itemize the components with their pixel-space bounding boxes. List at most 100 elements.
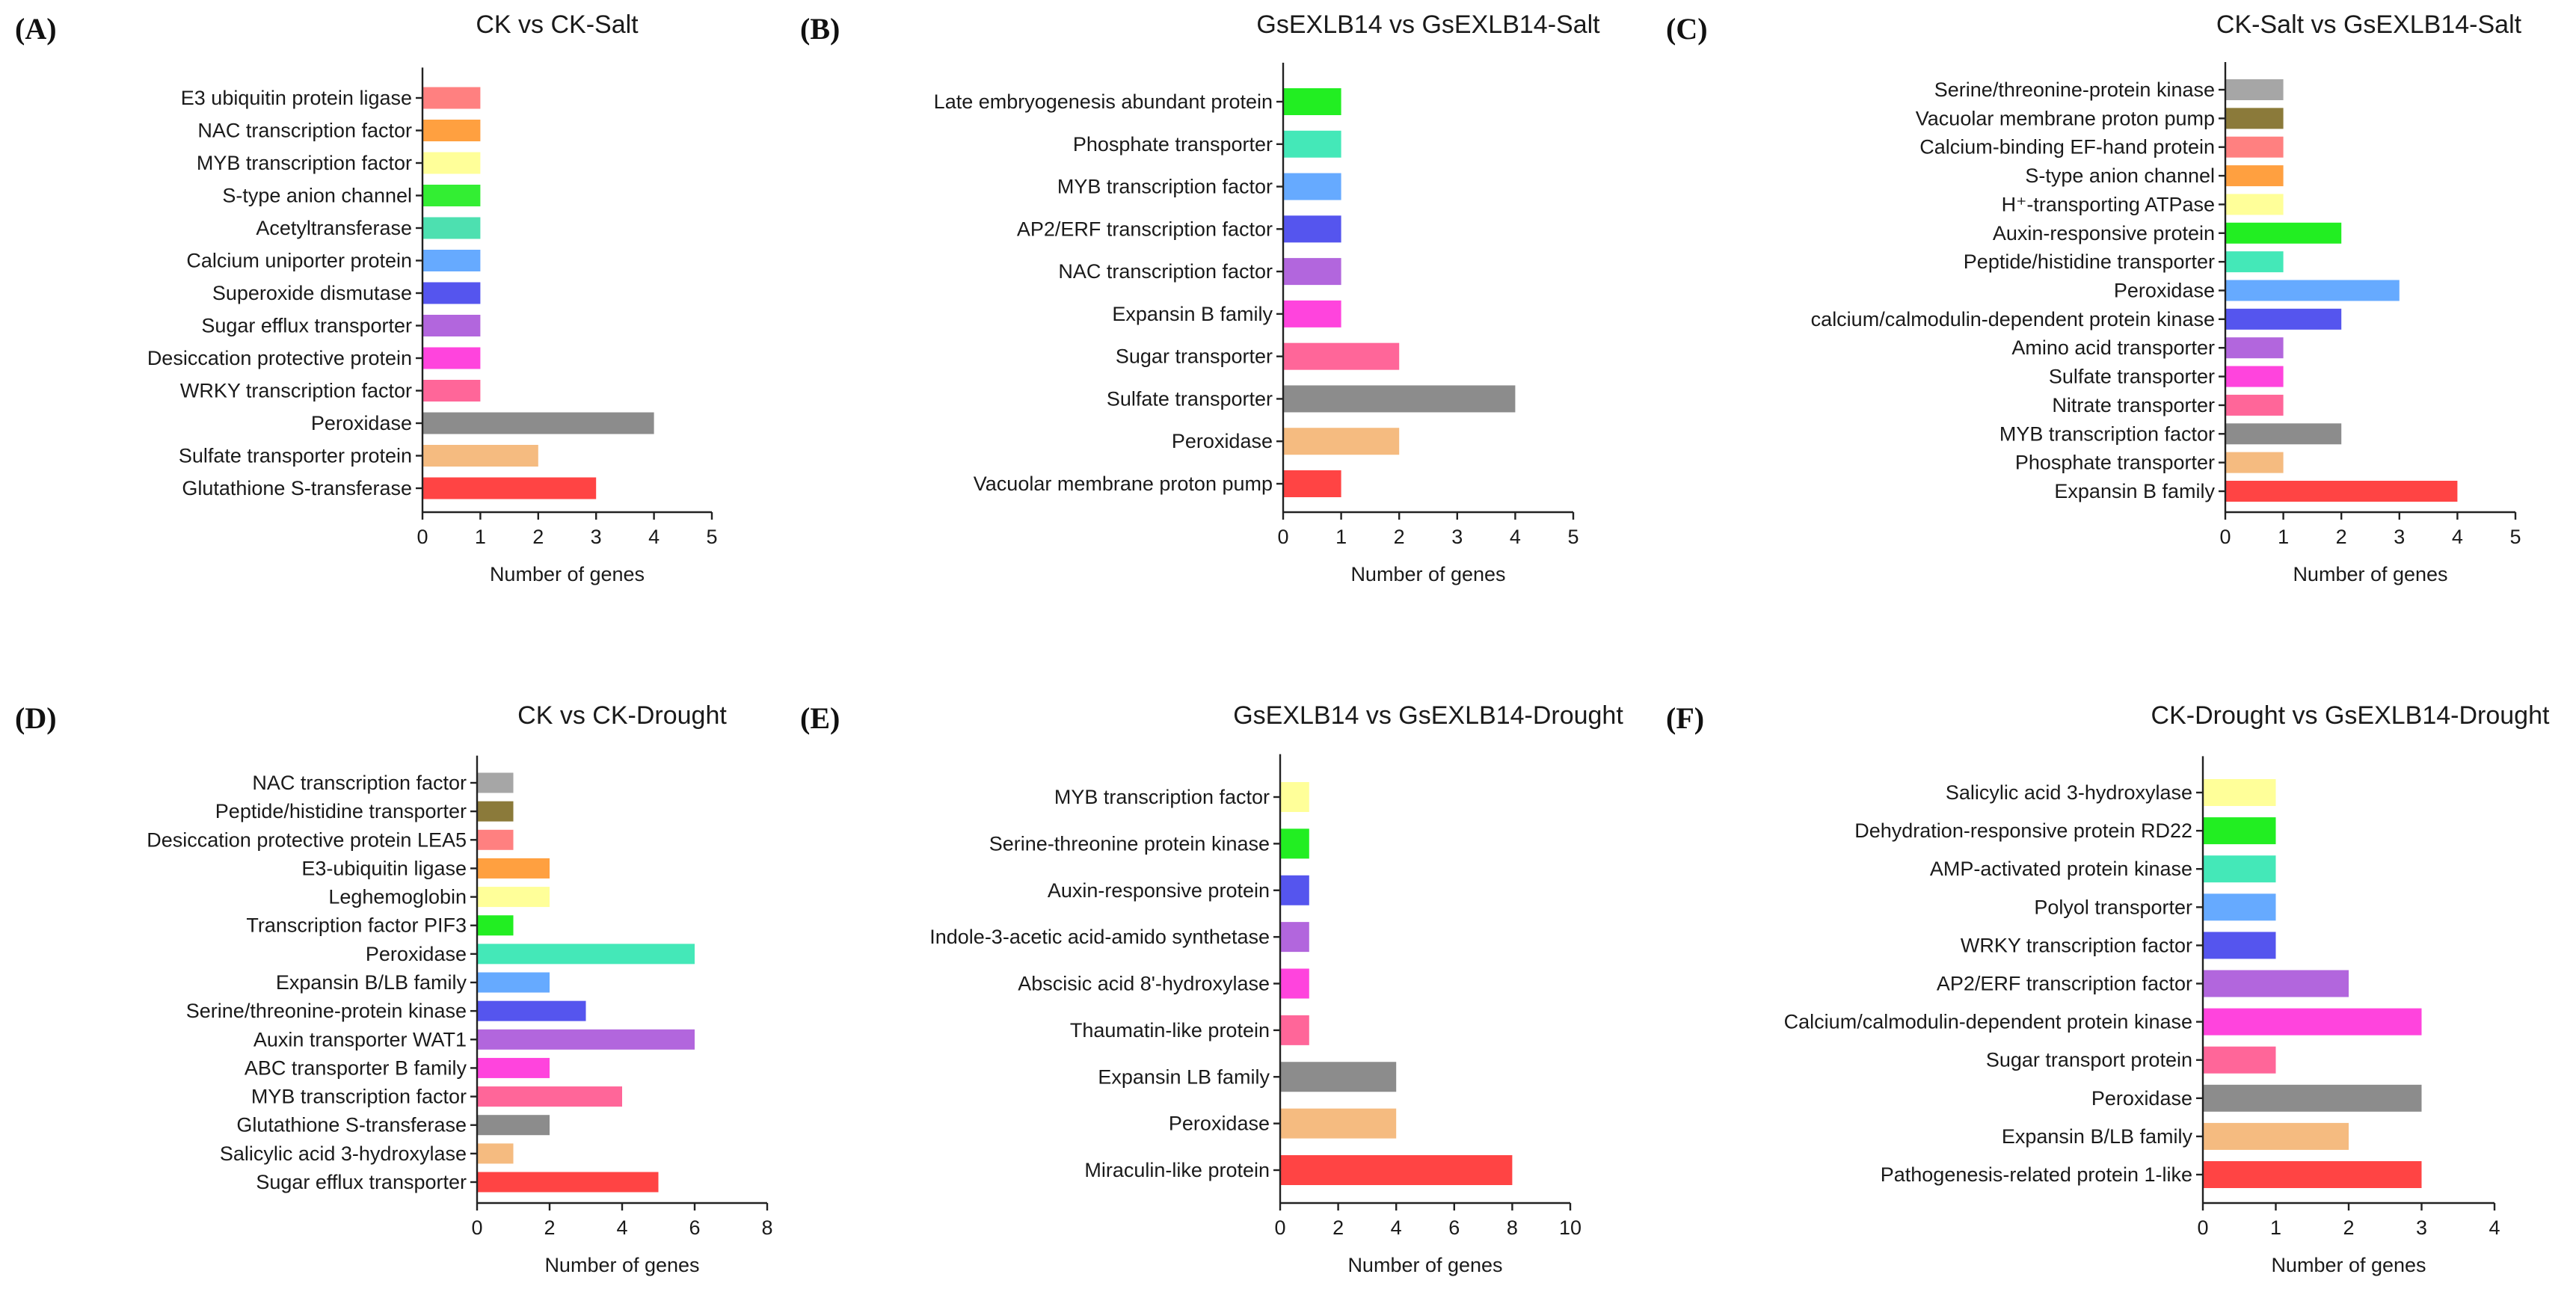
panel-c: (C) CK-Salt vs GsEXLB14-Salt Serine/threon…: [1666, 10, 2522, 585]
bar: [1280, 1155, 1513, 1185]
category-label: WRKY transcription factor: [180, 380, 412, 402]
x-tick-label: 2: [2343, 1216, 2354, 1239]
chart-title: GsEXLB14 vs GsEXLB14-Drought: [1233, 701, 1623, 730]
bar: [422, 347, 481, 369]
bar: [477, 1172, 659, 1193]
panel-letter: (A): [15, 12, 57, 46]
category-label: Transcription factor PIF3: [246, 914, 467, 937]
category-label: Pathogenesis-related protein 1-like: [1881, 1163, 2192, 1186]
category-label: ABC transporter B family: [245, 1056, 467, 1079]
x-axis-title: Number of genes: [2271, 1254, 2426, 1276]
category-label: Peptide/histidine transporter: [215, 800, 467, 822]
category-label: MYB transcription factor: [197, 152, 412, 174]
bar: [1283, 215, 1341, 243]
bar: [2225, 280, 2400, 301]
bar: [2203, 779, 2276, 806]
x-tick-label: 2: [1394, 526, 1405, 548]
panel-letter: (B): [800, 12, 840, 46]
category-label: Acetyltransferase: [256, 217, 412, 239]
x-tick-label: 8: [761, 1216, 772, 1239]
x-axis-title: Number of genes: [490, 563, 645, 585]
x-axis-title: Number of genes: [1347, 1254, 1502, 1276]
category-label: Indole-3-acetic acid-amido synthetase: [929, 926, 1270, 948]
category-label: Polyol transporter: [2034, 896, 2192, 918]
category-label: Vacuolar membrane proton pump: [1916, 107, 2215, 129]
category-label: Expansin LB family: [1098, 1065, 1270, 1088]
x-axis-title: Number of genes: [544, 1254, 699, 1276]
x-tick-label: 0: [1277, 526, 1288, 548]
category-label: Sugar efflux transporter: [201, 315, 412, 337]
category-label: Auxin-responsive protein: [1993, 222, 2215, 244]
x-tick-label: 3: [2416, 1216, 2427, 1239]
bar: [477, 829, 514, 850]
category-label: Phosphate transporter: [2015, 452, 2215, 474]
bar: [422, 250, 481, 271]
bar: [1280, 922, 1309, 953]
category-label: Desiccation protective protein LEA5: [147, 828, 467, 851]
bar: [477, 1000, 586, 1021]
x-tick-label: 6: [689, 1216, 700, 1239]
panel-letter: (E): [800, 701, 840, 735]
category-label: Sulfate transporter: [2049, 366, 2215, 388]
bar: [477, 915, 514, 936]
bar: [2203, 817, 2276, 845]
x-tick-label: 0: [471, 1216, 482, 1239]
bar: [2203, 855, 2276, 883]
x-tick-label: 0: [416, 526, 428, 548]
bar: [2225, 423, 2342, 445]
bar: [1280, 1015, 1309, 1045]
bar: [422, 217, 481, 239]
category-label: Sugar efflux transporter: [256, 1171, 467, 1193]
category-label: Sugar transporter: [1116, 345, 1273, 368]
category-label: Serine-threonine protein kinase: [989, 832, 1270, 855]
category-label: MYB transcription factor: [251, 1086, 467, 1108]
category-label: S-type anion channel: [222, 185, 412, 207]
bar: [422, 120, 481, 141]
bar: [477, 972, 550, 993]
bar: [1280, 828, 1309, 859]
category-label: MYB transcription factor: [1999, 422, 2215, 445]
bar: [1283, 385, 1516, 413]
bar: [477, 944, 695, 965]
category-label: Expansin B family: [1112, 303, 1273, 325]
category-label: E3-ubiquitin ligase: [301, 857, 467, 879]
category-label: Leghemoglobin: [328, 886, 467, 908]
bar: [2225, 79, 2284, 100]
bar: [2203, 1161, 2422, 1188]
category-label: Expansin B/LB family: [2002, 1125, 2193, 1148]
bar: [422, 412, 654, 434]
bar: [477, 772, 514, 793]
bar: [2225, 194, 2284, 215]
bar: [1283, 428, 1400, 455]
category-label: Glutathione S-transferase: [182, 477, 412, 499]
bar: [2203, 1008, 2422, 1036]
x-tick-label: 4: [648, 526, 660, 548]
x-tick-label: 3: [2394, 526, 2405, 548]
x-tick-label: 1: [475, 526, 486, 548]
category-label: Amino acid transporter: [2011, 336, 2215, 359]
category-label: Peroxidase: [1169, 1113, 1270, 1135]
bar: [477, 801, 514, 822]
category-label: Peroxidase: [311, 412, 412, 434]
bar: [477, 1143, 514, 1164]
bar: [422, 477, 597, 499]
bar: [2225, 251, 2284, 273]
bar: [2225, 222, 2342, 244]
chart-title: CK-Salt vs GsEXLB14-Salt: [2216, 10, 2522, 39]
bar: [422, 185, 481, 206]
bar: [477, 887, 550, 908]
x-tick-label: 2: [2336, 526, 2347, 548]
bar: [1283, 470, 1341, 497]
category-label: Serine/threonine-protein kinase: [186, 1000, 467, 1022]
x-tick-label: 4: [2452, 526, 2463, 548]
bar: [422, 445, 538, 467]
chart-title: CK vs CK-Drought: [517, 701, 727, 730]
category-label: AP2/ERF transcription factor: [1017, 218, 1273, 240]
bar: [422, 152, 481, 174]
x-tick-label: 2: [532, 526, 544, 548]
bar: [2225, 165, 2284, 187]
category-label: Expansin B family: [2054, 480, 2215, 502]
x-tick-label: 4: [2489, 1216, 2500, 1239]
x-tick-label: 3: [1451, 526, 1463, 548]
